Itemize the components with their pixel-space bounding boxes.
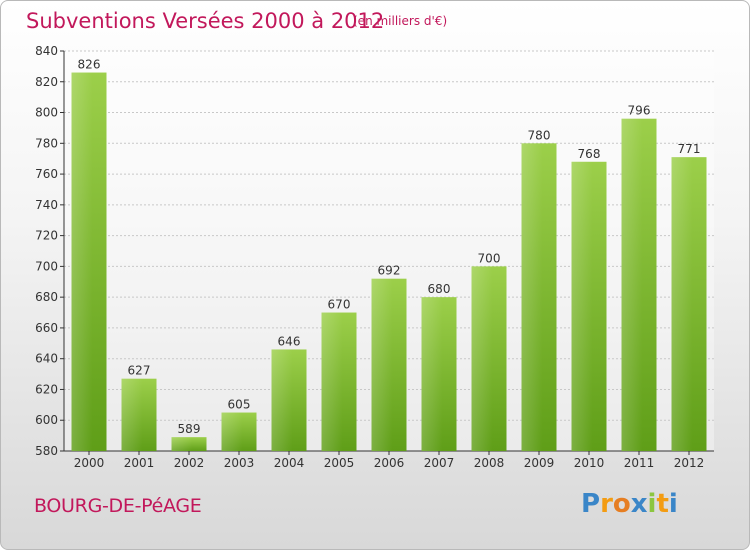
y-tick-label: 740 — [35, 198, 58, 212]
y-tick-label: 580 — [35, 444, 58, 458]
logo-letter: P — [581, 489, 601, 519]
commune-name: BOURG-DE-PéAGE — [34, 495, 202, 517]
bar-value-label: 771 — [678, 142, 701, 156]
y-tick-label: 840 — [35, 44, 58, 58]
logo-letter: i — [668, 489, 678, 519]
y-tick-label: 600 — [35, 413, 58, 427]
logo-letter: r — [600, 489, 613, 519]
bar-highlight — [71, 72, 107, 452]
x-tick-label: 2007 — [424, 456, 455, 470]
chart-unit-note: (en milliers d'€) — [353, 14, 448, 28]
y-tick-label: 780 — [35, 136, 58, 150]
y-tick-label: 680 — [35, 290, 58, 304]
bar-highlight — [271, 349, 307, 451]
x-tick-label: 2012 — [674, 456, 705, 470]
bar-value-label: 780 — [528, 128, 551, 142]
bar-value-label: 700 — [478, 251, 501, 265]
bar-highlight — [371, 278, 407, 451]
bar-value-label: 826 — [78, 58, 101, 72]
x-tick-label: 2010 — [574, 456, 605, 470]
chart-title: Subventions Versées 2000 à 2012 — [26, 9, 385, 33]
x-tick-label: 2001 — [124, 456, 155, 470]
bar-highlight — [321, 312, 357, 451]
x-tick-label: 2005 — [324, 456, 355, 470]
bar-value-label: 627 — [128, 364, 151, 378]
logo-letter: o — [612, 489, 631, 519]
proxiti-logo: Proxiti — [581, 489, 678, 519]
x-tick-label: 2003 — [224, 456, 255, 470]
y-tick-label: 700 — [35, 259, 58, 273]
bar-value-label: 768 — [578, 147, 601, 161]
bar-highlight — [471, 266, 507, 451]
bar-highlight — [171, 437, 207, 451]
logo-letter: i — [647, 489, 657, 519]
x-tick-label: 2002 — [174, 456, 205, 470]
x-tick-label: 2000 — [74, 456, 105, 470]
x-tick-label: 2004 — [274, 456, 305, 470]
bar-value-label: 692 — [378, 264, 401, 278]
bar-value-label: 796 — [628, 104, 651, 118]
bar-highlight — [621, 118, 657, 451]
y-tick-label: 760 — [35, 167, 58, 181]
logo-letter: x — [630, 489, 648, 519]
bar-value-label: 605 — [228, 398, 251, 412]
x-tick-label: 2011 — [624, 456, 655, 470]
bar-highlight — [121, 378, 157, 451]
bar-value-label: 680 — [428, 282, 451, 296]
y-tick-label: 800 — [35, 106, 58, 120]
bar-highlight — [521, 143, 557, 452]
bar-highlight — [571, 161, 607, 451]
bar-highlight — [671, 157, 707, 451]
bar-highlight — [421, 297, 457, 451]
y-tick-label: 720 — [35, 229, 58, 243]
bar-value-label: 646 — [278, 334, 301, 348]
y-tick-label: 620 — [35, 382, 58, 396]
y-tick-label: 640 — [35, 352, 58, 366]
y-tick-label: 820 — [35, 75, 58, 89]
bar-value-label: 670 — [328, 298, 351, 312]
y-tick-label: 660 — [35, 321, 58, 335]
x-tick-label: 2009 — [524, 456, 555, 470]
bar-value-label: 589 — [178, 422, 201, 436]
x-tick-label: 2006 — [374, 456, 405, 470]
bar-highlight — [221, 412, 257, 451]
x-tick-label: 2008 — [474, 456, 505, 470]
logo-letter: t — [656, 489, 669, 519]
